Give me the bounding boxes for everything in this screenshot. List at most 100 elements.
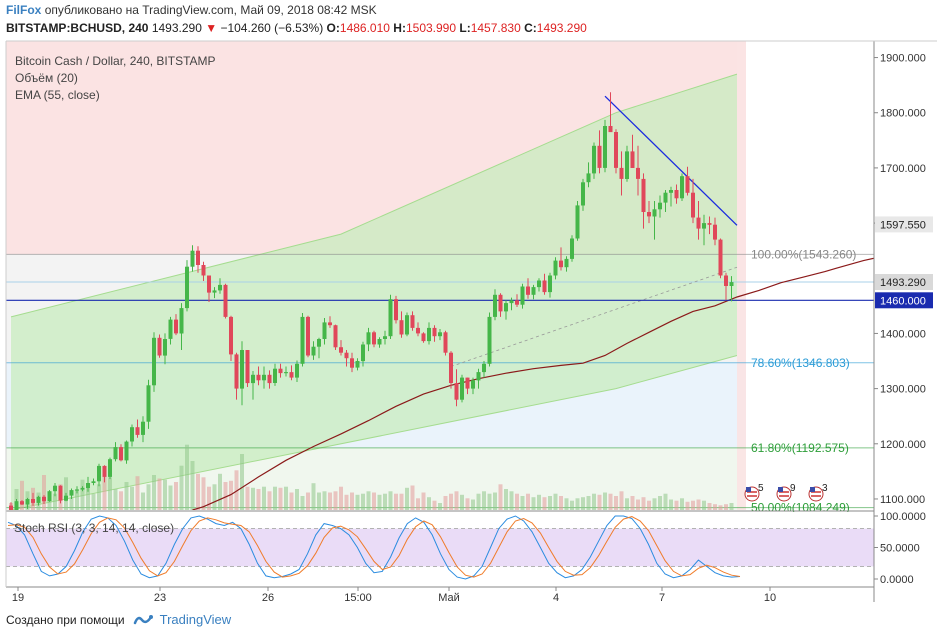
volume-bar: [207, 486, 211, 510]
volume-bar: [476, 493, 481, 510]
candle-body: [625, 151, 629, 179]
volume-bar: [652, 498, 657, 510]
time-tick-label: 23: [154, 592, 166, 604]
volume-bar: [680, 498, 684, 510]
candle-body: [179, 308, 184, 334]
volume-bar: [146, 484, 151, 510]
volume-bar: [586, 496, 591, 510]
volume-bar: [465, 498, 470, 510]
volume-bar: [20, 480, 24, 510]
candle-body: [196, 250, 200, 265]
event-flag-icon[interactable]: 9: [776, 483, 796, 502]
candle-body: [245, 350, 250, 384]
time-tick-label: 26: [262, 592, 274, 604]
volume-bar: [273, 486, 277, 510]
candle-body: [185, 266, 189, 309]
volume-bar: [240, 454, 244, 510]
author-name[interactable]: FilFox: [6, 3, 42, 17]
volume-bar: [256, 489, 261, 510]
tradingview-link[interactable]: TradingView: [133, 612, 231, 627]
candle-body: [168, 319, 173, 339]
candle-body: [614, 132, 618, 168]
candle-body: [421, 333, 426, 342]
volume-bar: [493, 492, 497, 510]
time-tick-label: 10: [764, 592, 776, 604]
down-trend-line: [604, 95, 738, 226]
flag-canton: [810, 487, 815, 492]
candle-body: [520, 286, 525, 305]
candle-body: [427, 327, 431, 342]
time-tick-label: 15:00: [344, 592, 372, 604]
volume-bar: [47, 496, 52, 510]
event-flag-icon[interactable]: 5: [744, 483, 764, 502]
candle-body: [366, 332, 371, 345]
candle-body: [256, 374, 261, 381]
candle-body: [174, 319, 178, 334]
candles[interactable]: [9, 92, 734, 514]
channel-lower-line: [10, 355, 738, 510]
candle-body: [531, 287, 536, 295]
candle-body: [317, 339, 321, 347]
volume-bar: [218, 473, 222, 510]
volume-bar: [130, 486, 134, 510]
low-value: 1457.830: [470, 21, 521, 35]
high-label: H:: [393, 21, 406, 35]
candle-body: [372, 332, 376, 345]
ascending-channel: [11, 74, 737, 510]
event-flag-icon[interactable]: 3: [808, 483, 828, 502]
high-value: 1503.990: [405, 21, 457, 35]
volume-bar: [696, 499, 701, 510]
volume-bar: [707, 503, 712, 510]
candle-body: [306, 316, 310, 356]
candle-body: [97, 465, 101, 482]
candle-body: [603, 126, 607, 168]
publish-info: FilFox опубликовано на TradingView.com, …: [6, 3, 377, 17]
volume-bar: [388, 491, 393, 510]
candle-body: [262, 374, 266, 381]
candle-body: [31, 499, 35, 503]
candle-body: [80, 487, 85, 490]
candle-body: [713, 224, 717, 240]
candle-body: [53, 485, 57, 492]
stoch-axis[interactable]: 100.0000 50.0000 0.0000: [874, 511, 926, 586]
candle-body: [141, 421, 145, 435]
candle-body: [113, 447, 118, 460]
candle-body: [515, 300, 519, 305]
volume-bar: [449, 493, 453, 510]
volume-bar: [113, 489, 118, 510]
candle-body: [69, 490, 74, 496]
volume-bar: [713, 504, 717, 510]
close-label: C:: [524, 21, 537, 35]
volume-bar: [201, 477, 206, 510]
time-tick-label: Май: [438, 592, 460, 604]
low-label: L:: [459, 21, 471, 35]
candle-body: [207, 275, 211, 293]
candle-body: [130, 427, 134, 442]
stoch-rsi-pane: [6, 512, 874, 586]
candle-body: [25, 499, 30, 505]
volume-bar: [647, 500, 651, 510]
candle-body: [504, 303, 508, 312]
symbol-label: BITSTAMP:BCHUSD, 240: [6, 21, 149, 35]
volume-bar: [108, 477, 112, 510]
chart-overlays: [6, 95, 874, 510]
candle-body: [86, 483, 90, 488]
volume-bar: [223, 482, 228, 510]
volume-bar: [328, 492, 332, 510]
volume-bar: [526, 493, 530, 510]
candle-body: [663, 192, 668, 203]
volume-bar: [427, 497, 431, 510]
time-axis[interactable]: 19 23 26 15:00 Май 4 7 10: [12, 587, 776, 604]
candle-body: [399, 320, 404, 335]
stoch-title: Stoch RSI (3, 3, 14, 14, close): [14, 521, 174, 535]
candle-body: [201, 265, 206, 276]
candle-body: [542, 280, 547, 293]
volume-bar: [443, 496, 448, 510]
candle-body: [64, 495, 68, 501]
candle-body: [526, 286, 530, 295]
price-axis[interactable]: 1900.0001800.0001700.0001600.0001400.000…: [874, 53, 933, 506]
volume-bar: [608, 493, 613, 510]
event-icons[interactable]: 5 9 3: [744, 483, 828, 502]
volume-bar: [372, 492, 376, 510]
